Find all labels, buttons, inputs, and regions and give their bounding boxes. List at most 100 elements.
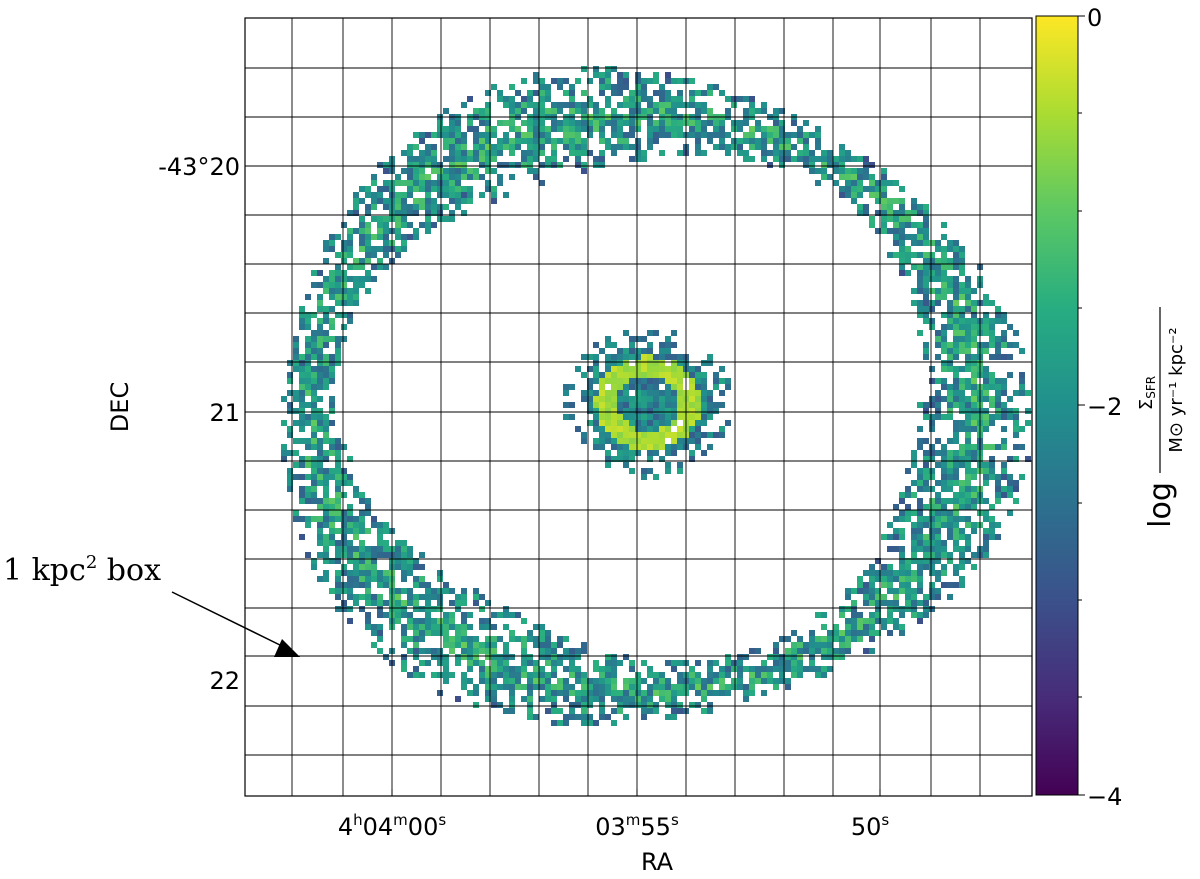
sfr-pixel — [647, 396, 653, 402]
sfr-pixel — [635, 690, 641, 696]
sfr-pixel — [599, 78, 605, 84]
sfr-pixel — [479, 666, 485, 672]
sfr-pixel — [641, 696, 647, 702]
sfr-pixel — [731, 102, 737, 108]
sfr-pixel — [437, 570, 443, 576]
sfr-pixel — [617, 390, 623, 396]
sfr-pixel — [935, 462, 941, 468]
sfr-pixel — [341, 552, 347, 558]
sfr-pixel — [377, 258, 383, 264]
sfr-pixel — [929, 270, 935, 276]
sfr-pixel — [695, 702, 701, 708]
sfr-pixel — [665, 372, 671, 378]
sfr-pixel — [953, 522, 959, 528]
sfr-pixel — [899, 576, 905, 582]
sfr-pixel — [353, 534, 359, 540]
sfr-pixel — [659, 132, 665, 138]
sfr-pixel — [665, 408, 671, 414]
sfr-pixel — [599, 72, 605, 78]
sfr-pixel — [701, 420, 707, 426]
sfr-pixel — [299, 462, 305, 468]
sfr-pixel — [599, 684, 605, 690]
sfr-pixel — [773, 648, 779, 654]
sfr-pixel — [803, 120, 809, 126]
sfr-pixel — [623, 330, 629, 336]
sfr-pixel — [365, 234, 371, 240]
sfr-pixel — [329, 444, 335, 450]
sfr-pixel — [557, 654, 563, 660]
sfr-pixel — [329, 282, 335, 288]
sfr-pixel — [1001, 312, 1007, 318]
sfr-pixel — [383, 204, 389, 210]
sfr-pixel — [365, 570, 371, 576]
sfr-pixel — [941, 234, 947, 240]
sfr-pixel — [917, 516, 923, 522]
sfr-pixel — [971, 390, 977, 396]
sfr-pixel — [329, 528, 335, 534]
sfr-pixel — [1001, 384, 1007, 390]
sfr-pixel — [425, 612, 431, 618]
sfr-pixel — [971, 492, 977, 498]
sfr-pixel — [641, 432, 647, 438]
sfr-pixel — [563, 714, 569, 720]
sfr-pixel — [311, 426, 317, 432]
sfr-pixel — [311, 408, 317, 414]
sfr-pixel — [971, 486, 977, 492]
sfr-pixel — [449, 162, 455, 168]
sfr-pixel — [671, 102, 677, 108]
sfr-pixel — [971, 522, 977, 528]
sfr-pixel — [995, 414, 1001, 420]
sfr-pixel — [569, 702, 575, 708]
sfr-pixel — [935, 516, 941, 522]
sfr-pixel — [887, 546, 893, 552]
sfr-pixel — [761, 102, 767, 108]
sfr-pixel — [353, 264, 359, 270]
sfr-pixel — [629, 354, 635, 360]
sfr-pixel — [335, 498, 341, 504]
sfr-pixel — [311, 516, 317, 522]
sfr-pixel — [935, 438, 941, 444]
sfr-pixel — [647, 120, 653, 126]
sfr-pixel — [359, 276, 365, 282]
sfr-pixel — [329, 360, 335, 366]
sfr-pixel — [617, 396, 623, 402]
sfr-pixel — [947, 288, 953, 294]
sfr-pixel — [959, 342, 965, 348]
sfr-pixel — [785, 156, 791, 162]
sfr-pixel — [857, 168, 863, 174]
sfr-pixel — [311, 492, 317, 498]
sfr-pixel — [539, 648, 545, 654]
sfr-pixel — [647, 372, 653, 378]
sfr-pixel — [761, 690, 767, 696]
sfr-pixel — [941, 504, 947, 510]
sfr-pixel — [605, 96, 611, 102]
sfr-pixel — [431, 168, 437, 174]
sfr-pixel — [851, 192, 857, 198]
sfr-pixel — [293, 438, 299, 444]
sfr-pixel — [479, 174, 485, 180]
sfr-pixel — [371, 264, 377, 270]
sfr-pixel — [935, 342, 941, 348]
sfr-pixel — [953, 294, 959, 300]
sfr-pixel — [923, 300, 929, 306]
sfr-pixel — [521, 654, 527, 660]
sfr-pixel — [965, 294, 971, 300]
sfr-pixel — [935, 522, 941, 528]
sfr-pixel — [311, 474, 317, 480]
sfr-pixel — [467, 156, 473, 162]
sfr-pixel — [869, 222, 875, 228]
sfr-pixel — [413, 180, 419, 186]
sfr-pixel — [359, 516, 365, 522]
sfr-pixel — [605, 456, 611, 462]
sfr-pixel — [767, 162, 773, 168]
sfr-pixel — [899, 252, 905, 258]
sfr-pixel — [989, 300, 995, 306]
sfr-pixel — [299, 492, 305, 498]
sfr-pixel — [983, 474, 989, 480]
sfr-pixel — [923, 402, 929, 408]
sfr-pixel — [713, 144, 719, 150]
sfr-pixel — [671, 402, 677, 408]
sfr-pixel — [839, 156, 845, 162]
sfr-pixel — [617, 420, 623, 426]
sfr-pixel — [989, 378, 995, 384]
